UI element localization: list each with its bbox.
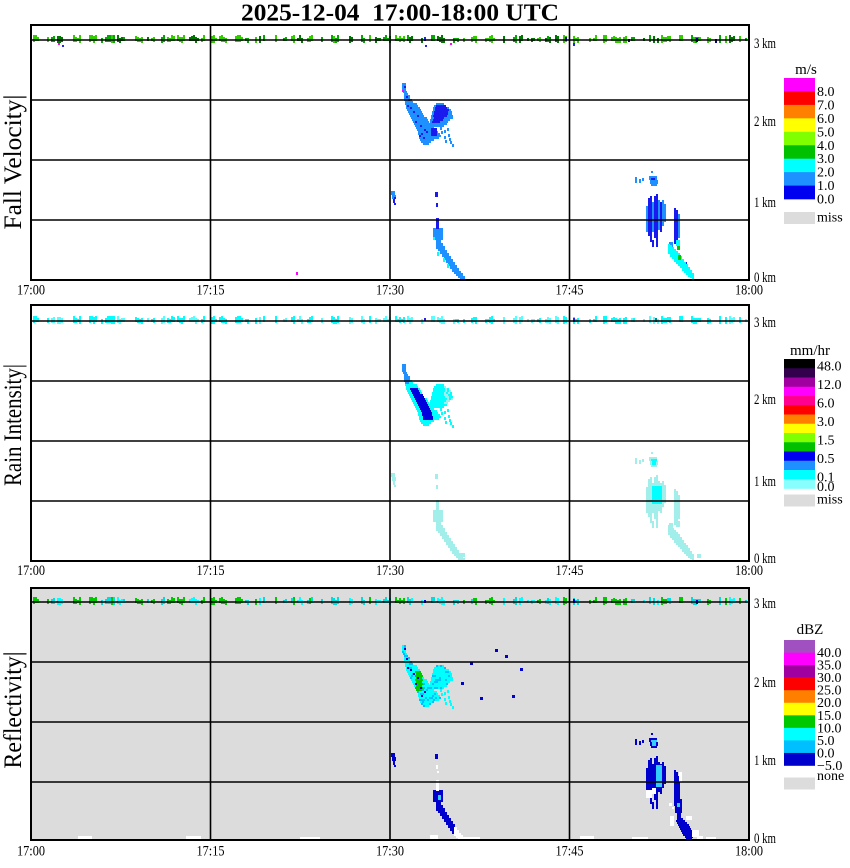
svg-text:17:45: 17:45 [556, 283, 584, 299]
svg-text:20.0: 20.0 [817, 696, 842, 711]
svg-text:3 km: 3 km [754, 596, 776, 612]
svg-text:6.0: 6.0 [817, 397, 835, 412]
svg-text:35.0: 35.0 [817, 659, 842, 674]
svg-text:1 km: 1 km [754, 195, 776, 211]
svg-text:8.0: 8.0 [817, 85, 835, 100]
svg-text:17:45: 17:45 [556, 563, 584, 579]
svg-text:7.0: 7.0 [817, 98, 835, 113]
svg-text:0 km: 0 km [754, 551, 776, 567]
svg-text:17:00: 17:00 [17, 563, 45, 579]
svg-text:2 km: 2 km [754, 114, 776, 130]
svg-text:18:00: 18:00 [735, 844, 763, 860]
svg-text:3 km: 3 km [754, 36, 776, 52]
svg-text:Reflectivity|: Reflectivity| [0, 652, 27, 769]
svg-text:−5.0: −5.0 [817, 759, 842, 774]
svg-text:2025-12-04 17:00-18:00 UTC: 2025-12-04 17:00-18:00 UTC [241, 1, 559, 27]
svg-text:17:15: 17:15 [197, 283, 225, 299]
svg-text:1 km: 1 km [754, 753, 776, 769]
svg-text:0.1: 0.1 [817, 471, 835, 486]
svg-text:17:45: 17:45 [556, 844, 584, 860]
svg-text:0 km: 0 km [754, 270, 776, 286]
svg-text:5.0: 5.0 [817, 125, 835, 140]
svg-text:4.0: 4.0 [817, 139, 835, 154]
svg-text:17:00: 17:00 [17, 283, 45, 299]
svg-text:48.0: 48.0 [817, 360, 842, 375]
svg-text:Fall Velocity|: Fall Velocity| [0, 95, 27, 230]
svg-text:0.0: 0.0 [817, 193, 835, 208]
svg-text:Rain Intensity|: Rain Intensity| [0, 364, 27, 486]
svg-text:0.0: 0.0 [817, 480, 835, 495]
svg-text:miss: miss [817, 211, 843, 226]
svg-text:18:00: 18:00 [735, 563, 763, 579]
svg-text:0.5: 0.5 [817, 452, 835, 467]
svg-text:17:30: 17:30 [376, 844, 404, 860]
svg-text:0 km: 0 km [754, 831, 776, 847]
svg-text:2.0: 2.0 [817, 166, 835, 181]
svg-text:miss: miss [817, 493, 843, 508]
svg-text:6.0: 6.0 [817, 112, 835, 127]
svg-text:1.5: 1.5 [817, 434, 835, 449]
svg-text:1 km: 1 km [754, 474, 776, 490]
svg-text:17:00: 17:00 [17, 844, 45, 860]
svg-text:25.0: 25.0 [817, 684, 842, 699]
svg-text:2 km: 2 km [754, 675, 776, 691]
svg-text:17:15: 17:15 [197, 844, 225, 860]
svg-text:3.0: 3.0 [817, 415, 835, 430]
svg-text:18:00: 18:00 [735, 283, 763, 299]
svg-text:40.0: 40.0 [817, 646, 842, 661]
svg-text:3 km: 3 km [754, 315, 776, 331]
svg-text:2 km: 2 km [754, 392, 776, 408]
svg-text:17:30: 17:30 [376, 563, 404, 579]
svg-text:dBZ: dBZ [797, 622, 824, 638]
svg-text:m/s: m/s [795, 62, 817, 78]
svg-text:3.0: 3.0 [817, 152, 835, 167]
svg-text:0.0: 0.0 [817, 747, 835, 762]
svg-text:5.0: 5.0 [817, 734, 835, 749]
svg-text:10.0: 10.0 [817, 721, 842, 736]
svg-text:mm/hr: mm/hr [790, 343, 830, 359]
svg-text:12.0: 12.0 [817, 378, 842, 393]
svg-text:17:15: 17:15 [197, 563, 225, 579]
svg-text:1.0: 1.0 [817, 179, 835, 194]
svg-text:none: none [817, 769, 844, 784]
svg-text:30.0: 30.0 [817, 671, 842, 686]
svg-text:15.0: 15.0 [817, 709, 842, 724]
svg-text:17:30: 17:30 [376, 283, 404, 299]
